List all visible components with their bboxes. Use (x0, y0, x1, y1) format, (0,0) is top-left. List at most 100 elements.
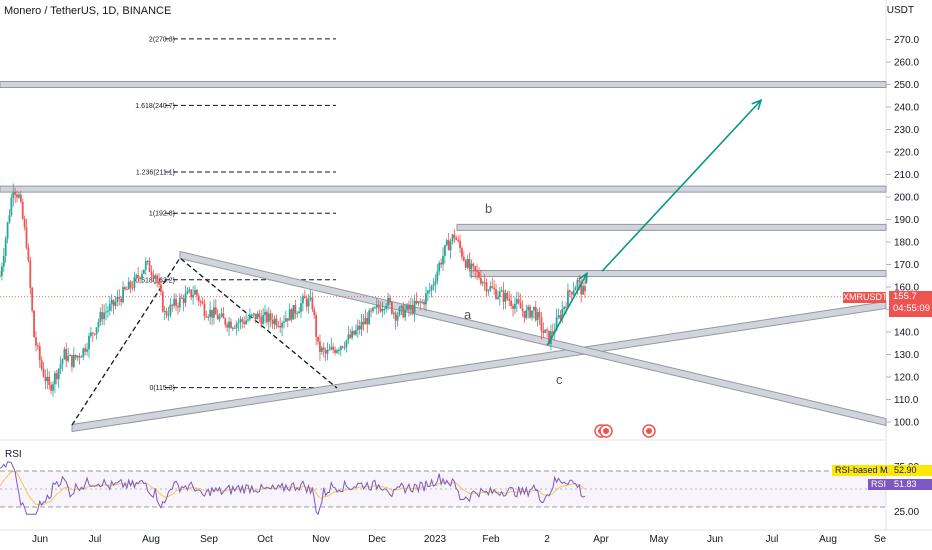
candle-body (203, 303, 206, 317)
candle-body (120, 299, 123, 303)
candle-body (55, 373, 58, 380)
candle-body (273, 318, 276, 324)
price-axis-label: 120.0 (894, 373, 919, 384)
candle-body (495, 289, 497, 299)
time-axis-label: Apr (593, 534, 609, 545)
rsi-ma-value: 52.90 (888, 465, 932, 476)
candle-body (139, 277, 141, 280)
candle-body (512, 305, 514, 309)
candles (0, 183, 586, 397)
candle-body (110, 299, 113, 305)
candle-body (428, 290, 431, 292)
candle-body (300, 303, 302, 312)
candle-body (281, 322, 283, 328)
price-axis-label: 270.0 (894, 35, 919, 46)
price-axis-label: 260.0 (894, 58, 919, 69)
candle-body (500, 290, 503, 292)
candle-body (283, 321, 285, 323)
candle-body (464, 260, 467, 268)
candle-body (245, 320, 248, 325)
price-axis-label: 140.0 (894, 328, 919, 339)
candle-body (515, 299, 518, 304)
candle-body (447, 240, 450, 251)
candle-body (14, 191, 17, 195)
candle-body (116, 297, 119, 303)
candle-body (453, 234, 456, 239)
time-axis-label: 2 (544, 534, 550, 545)
rsi-pane-title[interactable]: RSI (5, 449, 22, 460)
candle-body (292, 305, 295, 320)
candle-body (408, 304, 410, 310)
candle-body (531, 310, 533, 318)
candle-body (125, 289, 128, 291)
candle-body (390, 302, 393, 314)
candle-body (114, 302, 117, 306)
candle-body (542, 330, 545, 333)
candle-body (31, 287, 34, 311)
time-axis-label: Jun (707, 534, 723, 545)
candle-body (209, 309, 212, 317)
candle-body (546, 329, 549, 331)
candle-body (146, 260, 149, 262)
candle-body (347, 334, 350, 341)
candle-body (178, 297, 181, 308)
wave-label-c: c (556, 372, 563, 387)
candle-body (580, 281, 583, 295)
candle-body (402, 305, 405, 318)
candle-body (489, 286, 492, 291)
candle-body (131, 287, 134, 289)
candle-body (584, 286, 586, 292)
candle-body (78, 355, 81, 358)
candle-body (430, 286, 433, 291)
candle-body (309, 297, 312, 300)
candle-body (118, 297, 121, 300)
candle-body (372, 307, 374, 312)
candle-body (214, 307, 217, 315)
candle-body (177, 305, 179, 308)
candle-body (417, 301, 420, 304)
candle-body (381, 309, 384, 312)
candle-body (483, 282, 486, 284)
time-axis-label: Oct (257, 534, 273, 545)
candle-body (141, 273, 143, 280)
candle-body (466, 258, 469, 268)
candle-body (10, 197, 13, 216)
candle-body (228, 321, 230, 328)
candle-body (184, 293, 187, 304)
candle-body (186, 291, 189, 294)
candle-body (69, 355, 71, 357)
candle-body (349, 334, 352, 338)
candle-body (413, 300, 416, 313)
candle-body (173, 298, 176, 306)
candle-body (411, 304, 414, 313)
time-axis-label: Jul (89, 534, 102, 545)
candle-body (400, 305, 403, 308)
candle-body (406, 304, 408, 310)
candle-body (35, 337, 37, 346)
candle-body (396, 315, 399, 321)
candle-body (356, 325, 359, 331)
candle-body (0, 266, 3, 276)
candle-body (404, 309, 407, 318)
candle-body (426, 290, 429, 294)
candle-body (389, 297, 391, 303)
candle-body (275, 318, 278, 326)
candle-body (112, 299, 115, 306)
candle-body (339, 346, 342, 350)
candle-body (216, 314, 219, 320)
candle-body (105, 311, 107, 313)
wave-label-b: b (485, 201, 493, 216)
fib-level-label: 1.618(240.7) (135, 103, 175, 110)
candle-body (230, 321, 232, 329)
candle-body (432, 284, 435, 287)
candle-body (57, 368, 60, 380)
time-axis-label: 2023 (424, 534, 447, 545)
candle-body (158, 281, 160, 285)
candle-body (256, 313, 259, 320)
candle-body (332, 346, 335, 350)
candle-body (4, 238, 7, 256)
candle-body (0, 275, 1, 277)
fib-level-label: 2(270.3) (149, 36, 175, 43)
candle-body (364, 317, 367, 325)
